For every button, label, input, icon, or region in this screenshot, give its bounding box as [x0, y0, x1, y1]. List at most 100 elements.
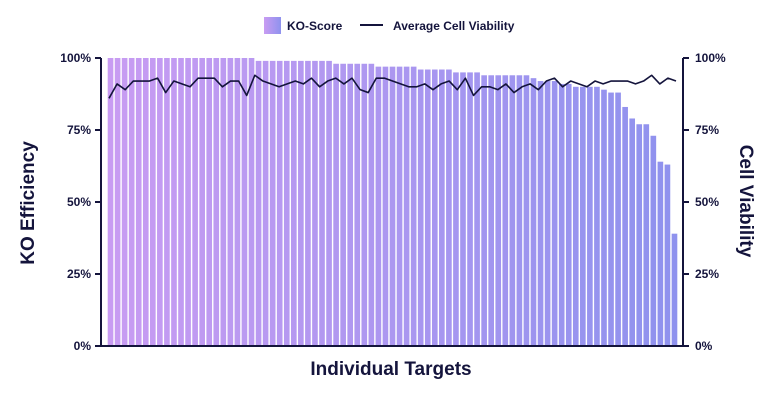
legend: KO-Score Average Cell Viability: [264, 17, 515, 34]
bar: [135, 58, 142, 346]
right-axis-title: Cell Viability: [735, 145, 756, 258]
bar: [114, 58, 121, 346]
right-tick-label: 25%: [695, 267, 719, 281]
bar: [530, 78, 537, 346]
bar: [410, 66, 417, 346]
bar: [375, 66, 382, 346]
bar: [516, 75, 523, 346]
bar: [636, 124, 643, 347]
left-tick-label: 100%: [60, 51, 91, 65]
bar: [262, 60, 269, 346]
legend-label-ko-score: KO-Score: [287, 19, 343, 33]
bar: [319, 60, 325, 346]
bar: [502, 75, 509, 346]
bar: [255, 60, 262, 346]
right-tick-label: 75%: [695, 123, 719, 137]
bar: [298, 60, 304, 346]
bar: [305, 60, 311, 346]
right-axis-ticks: 0% 25% 50% 75% 100%: [683, 51, 726, 353]
line-series: [108, 74, 677, 99]
bar: [453, 72, 459, 347]
bar: [171, 58, 177, 346]
left-tick-label: 75%: [67, 123, 91, 137]
left-tick-label: 25%: [67, 267, 91, 281]
bar: [269, 60, 276, 346]
bar: [185, 58, 191, 346]
bar: [629, 118, 635, 346]
bar-series: [107, 58, 678, 347]
bar: [495, 75, 502, 346]
bar: [551, 81, 558, 346]
bar: [220, 58, 227, 346]
bar: [241, 58, 248, 346]
bar: [340, 63, 346, 346]
bar: [347, 63, 354, 346]
bar: [622, 106, 628, 347]
bar: [361, 63, 368, 346]
bar: [474, 72, 480, 347]
x-axis-title: Individual Targets: [310, 359, 471, 380]
bar: [417, 69, 424, 347]
bar: [389, 66, 396, 346]
bar: [664, 164, 671, 346]
bar: [488, 75, 495, 346]
bar: [326, 60, 332, 346]
bar: [439, 69, 445, 347]
bar: [523, 75, 530, 346]
bar: [594, 86, 600, 347]
left-axis-ticks: 0% 25% 50% 75% 100%: [60, 51, 101, 353]
bar: [424, 69, 431, 347]
right-tick-label: 100%: [695, 51, 726, 65]
bar: [283, 60, 290, 346]
bar: [199, 58, 205, 346]
bar: [537, 81, 544, 346]
bar: [481, 75, 487, 346]
bar: [382, 66, 389, 346]
bar: [671, 233, 678, 346]
bar: [615, 92, 621, 346]
bar: [587, 86, 593, 347]
bar: [333, 63, 339, 346]
bar: [213, 58, 220, 346]
bar: [608, 92, 614, 346]
bar: [192, 58, 198, 346]
bar: [164, 58, 170, 346]
bar: [312, 60, 318, 346]
bar: [128, 58, 135, 346]
bar: [460, 72, 466, 347]
bar: [544, 81, 551, 346]
left-axis-title: KO Efficiency: [18, 141, 39, 265]
bar: [178, 58, 184, 346]
bar: [142, 58, 149, 346]
bar: [107, 58, 114, 346]
bar: [206, 58, 213, 346]
left-tick-label: 0%: [74, 339, 92, 353]
average-cell-viability-line: [108, 74, 677, 99]
bar: [650, 135, 657, 346]
bar: [276, 60, 283, 346]
bar: [657, 161, 664, 346]
right-tick-label: 0%: [695, 339, 713, 353]
legend-swatch-ko-score: [264, 17, 281, 34]
bar: [121, 58, 128, 346]
bar: [150, 58, 156, 346]
bar: [368, 63, 375, 346]
bar: [227, 58, 234, 346]
bar: [248, 58, 255, 346]
bar: [643, 124, 650, 347]
bar: [572, 86, 579, 347]
bar: [558, 83, 565, 347]
bar: [601, 89, 607, 347]
left-tick-label: 50%: [67, 195, 91, 209]
bar: [565, 83, 572, 347]
bar: [157, 58, 163, 346]
bar: [509, 75, 516, 346]
bar: [354, 63, 361, 346]
bar: [396, 66, 403, 346]
bar: [290, 60, 297, 346]
bar: [467, 72, 473, 347]
bar: [403, 66, 410, 346]
bar: [446, 69, 452, 347]
bar: [234, 58, 241, 346]
